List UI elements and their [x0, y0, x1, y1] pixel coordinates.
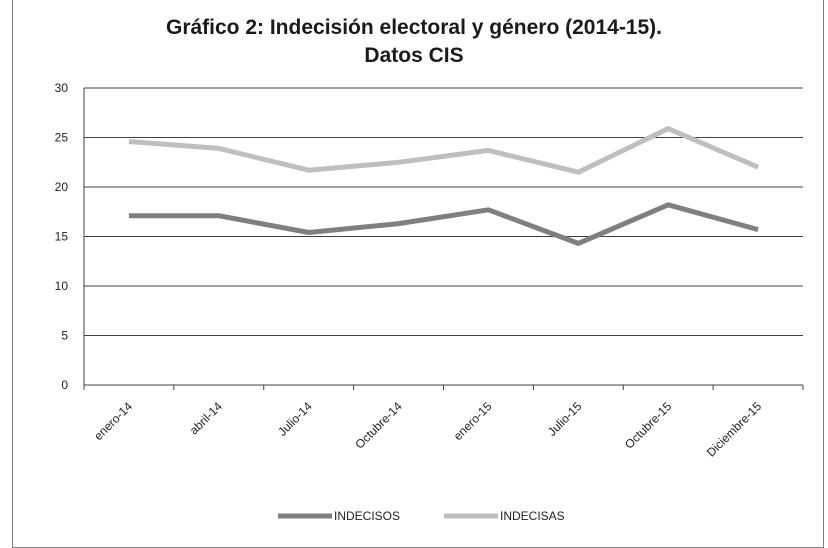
series-group	[128, 126, 760, 246]
y-tick-label: 30	[55, 81, 69, 95]
legend-label: INDECISOS	[334, 509, 400, 523]
y-tick-label: 5	[61, 329, 68, 343]
y-axis: 0 5 10 15 20 25 30	[55, 81, 85, 392]
chart-title-line1: Gráfico 2: Indecisión electoral y género…	[165, 16, 662, 39]
grid-lines	[84, 87, 803, 386]
x-tick-label: enero-14	[91, 399, 135, 443]
x-tick-label: Octubre-14	[352, 399, 405, 452]
y-tick-label: 25	[55, 131, 69, 145]
x-tick-label: Diciembre-15	[704, 399, 765, 460]
y-tick-label: 10	[55, 279, 69, 293]
x-tick-label: Julio-14	[275, 399, 315, 439]
x-tick-label: enero-15	[451, 399, 495, 443]
x-tick-label: Octubre-15	[622, 399, 675, 452]
x-tick-label: abril-14	[187, 399, 225, 437]
x-axis: enero-14 abril-14 Julio-14 Octubre-14 enero-…	[83, 385, 804, 460]
chart-subtitle: Datos CIS	[364, 44, 464, 67]
chart-title: Gráfico 2: Indecisión electoral y género…	[0, 14, 828, 70]
x-tick-label: Julio-15	[545, 399, 585, 439]
chart-frame	[12, 0, 824, 548]
legend: INDECISOS INDECISAS	[278, 509, 565, 523]
y-tick-label: 20	[55, 180, 69, 194]
y-tick-label: 15	[55, 230, 69, 244]
series-line-indecisas	[128, 126, 760, 175]
y-tick-label: 0	[61, 378, 68, 392]
series-line-indecisos	[128, 202, 759, 246]
legend-label: INDECISAS	[500, 509, 565, 523]
